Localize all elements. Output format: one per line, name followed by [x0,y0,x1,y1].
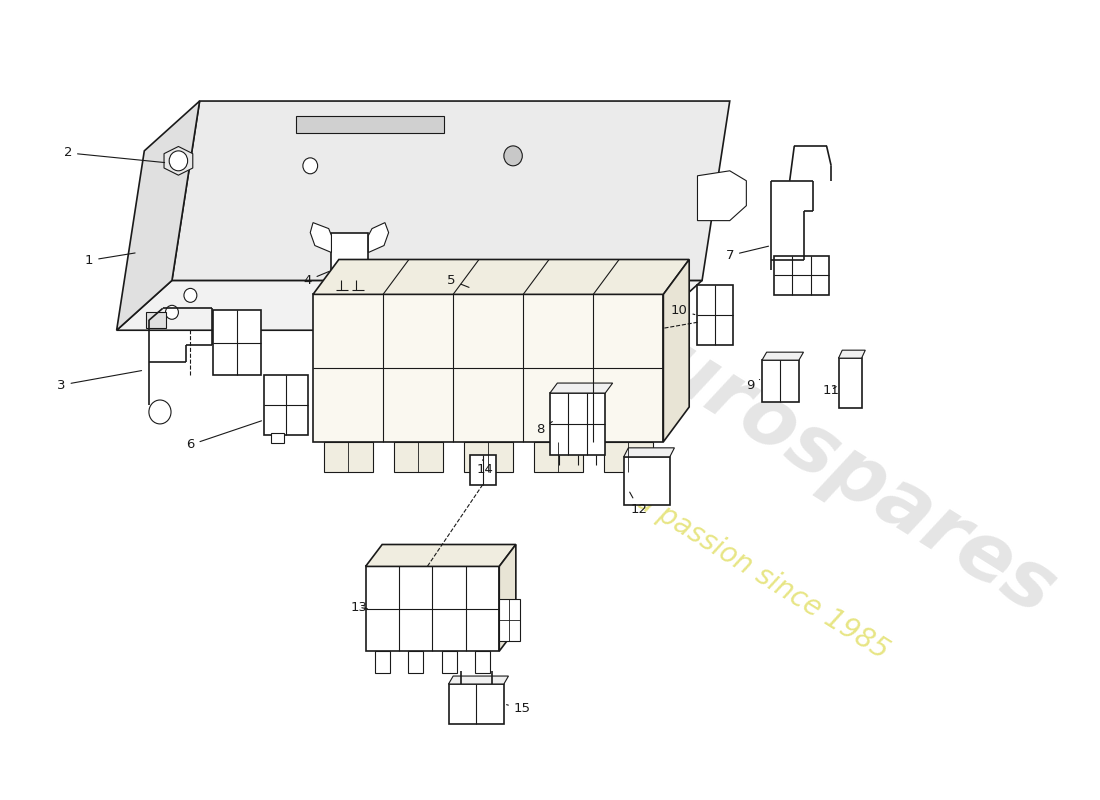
Bar [464,442,513,472]
Text: 7: 7 [726,246,769,262]
Text: 10: 10 [671,304,695,317]
Text: eurospares: eurospares [596,296,1069,632]
Text: 15: 15 [506,702,531,715]
Text: 14: 14 [477,460,494,476]
Bar [375,651,389,673]
Circle shape [530,306,542,319]
Text: 5: 5 [447,274,469,287]
Polygon shape [838,350,866,358]
Polygon shape [624,448,674,457]
Bar [470,455,496,485]
Polygon shape [117,281,702,330]
Bar [408,651,424,673]
Bar [762,360,799,402]
Bar [264,375,308,435]
Bar [146,312,166,328]
Circle shape [184,288,197,302]
Text: 11: 11 [823,383,839,397]
Polygon shape [368,222,388,253]
Polygon shape [117,101,199,330]
Text: 3: 3 [57,370,142,391]
Polygon shape [365,545,516,566]
Text: 8: 8 [537,422,552,436]
Bar [331,233,368,281]
Bar [534,442,583,472]
Polygon shape [762,352,803,360]
Polygon shape [449,676,508,684]
Text: 12: 12 [629,492,648,516]
Bar [449,684,504,724]
Bar [774,255,829,295]
Polygon shape [296,116,444,133]
Bar [213,310,262,375]
Bar [499,599,519,641]
Bar [323,442,373,472]
Text: 4: 4 [304,271,329,287]
Text: a passion since 1985: a passion since 1985 [630,486,893,665]
Circle shape [148,400,170,424]
Bar [365,566,499,651]
Circle shape [504,146,522,166]
Circle shape [169,151,188,170]
Polygon shape [550,383,613,393]
Bar [442,651,456,673]
Polygon shape [310,222,331,253]
Bar [838,358,861,408]
Bar [624,457,670,505]
Text: 13: 13 [351,601,367,614]
Text: 2: 2 [64,146,165,162]
Bar [697,286,733,345]
Bar [604,442,653,472]
Polygon shape [314,259,690,294]
Bar [475,651,490,673]
Text: 9: 9 [746,378,760,391]
Bar [314,294,663,442]
Polygon shape [172,101,729,281]
Circle shape [165,306,178,319]
Bar [550,393,605,455]
Polygon shape [499,545,516,651]
Circle shape [302,158,318,174]
Polygon shape [663,259,690,442]
Text: 1: 1 [85,253,135,267]
Polygon shape [164,146,192,175]
Bar [271,433,285,443]
Polygon shape [697,170,746,221]
Text: 6: 6 [186,421,262,451]
Bar [394,442,442,472]
